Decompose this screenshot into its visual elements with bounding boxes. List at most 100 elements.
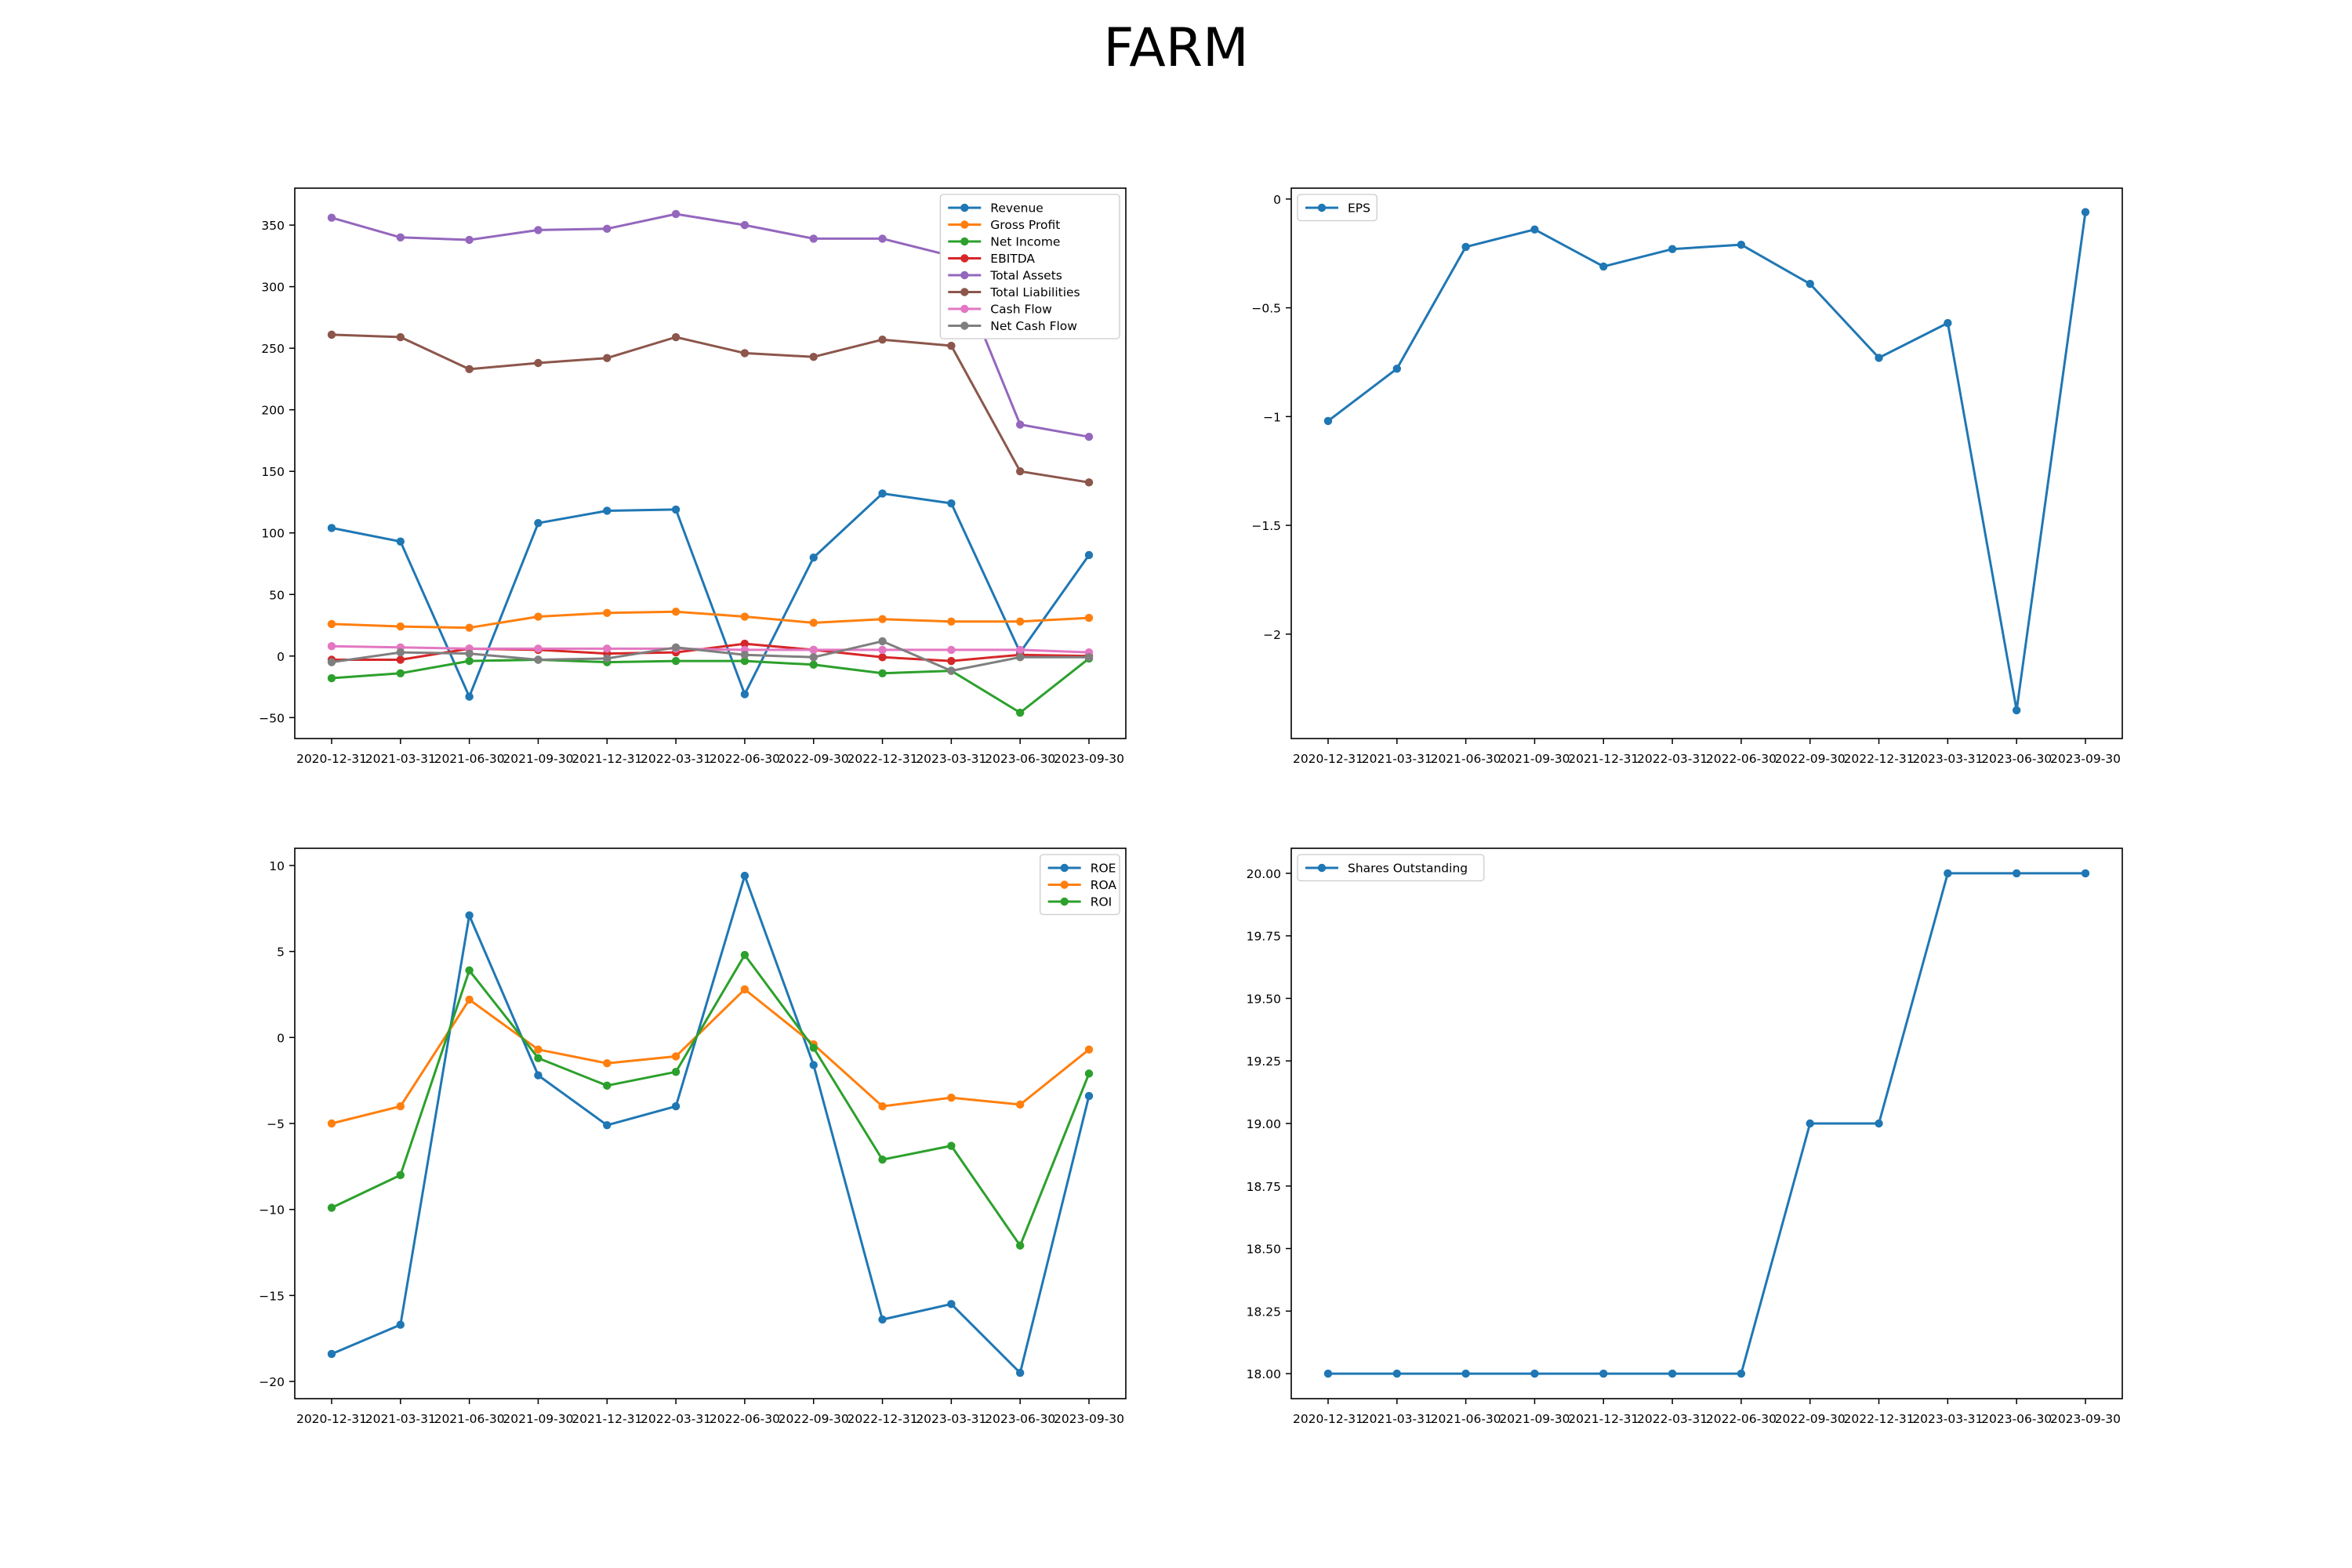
data-point bbox=[465, 692, 474, 701]
legend: Shares Outstanding bbox=[1297, 854, 1485, 882]
plot-frame bbox=[294, 848, 1127, 1399]
data-point bbox=[878, 489, 887, 498]
y-tick-label: 18.00 bbox=[1247, 1367, 1281, 1381]
y-tick-label: 300 bbox=[261, 281, 285, 295]
data-point bbox=[1806, 1119, 1814, 1128]
data-point bbox=[740, 985, 750, 994]
data-point bbox=[671, 1102, 681, 1111]
data-point bbox=[534, 1054, 543, 1062]
data-point bbox=[1084, 550, 1094, 560]
chart-panel-1: 2020-12-312021-03-312021-06-302021-09-30… bbox=[1251, 187, 2123, 766]
x-tick-label: 2022-09-30 bbox=[1775, 1412, 1846, 1426]
series-line-eps bbox=[1327, 212, 2087, 712]
x-tick-label: 2023-06-30 bbox=[985, 752, 1055, 766]
data-point bbox=[327, 213, 336, 222]
data-point bbox=[878, 1315, 887, 1324]
data-point bbox=[327, 642, 336, 651]
legend-label: EPS bbox=[1348, 201, 1370, 216]
legend-label: ROE bbox=[1091, 862, 1116, 876]
data-point bbox=[534, 358, 543, 368]
data-point bbox=[327, 524, 336, 532]
data-point bbox=[809, 553, 818, 562]
data-point bbox=[740, 639, 750, 648]
x-tick-label: 2022-03-31 bbox=[641, 752, 711, 766]
chart-panel-3: 2020-12-312021-03-312021-06-302021-09-30… bbox=[1247, 848, 2123, 1426]
data-point bbox=[878, 335, 887, 344]
data-point bbox=[534, 226, 543, 234]
x-tick-label: 2022-09-30 bbox=[779, 752, 849, 766]
legend-marker bbox=[960, 321, 969, 330]
data-point bbox=[1015, 1241, 1025, 1250]
y-tick-label: 250 bbox=[261, 342, 285, 356]
legend-box bbox=[1297, 854, 1485, 882]
data-point bbox=[1530, 225, 1539, 234]
data-point bbox=[947, 1142, 956, 1150]
page-title: FARM bbox=[1103, 17, 1249, 79]
data-point bbox=[1599, 1369, 1608, 1378]
x-tick-label: 2020-12-31 bbox=[1293, 1412, 1363, 1426]
data-point bbox=[396, 669, 405, 677]
data-point bbox=[2081, 208, 2090, 216]
x-tick-label: 2022-06-30 bbox=[710, 752, 780, 766]
x-tick-label: 2023-06-30 bbox=[1981, 752, 2052, 766]
legend-box bbox=[939, 194, 1120, 339]
data-point bbox=[603, 224, 612, 234]
legend: ROE ROA ROI bbox=[1040, 854, 1120, 916]
data-point bbox=[396, 1102, 405, 1111]
data-point bbox=[809, 645, 818, 655]
data-point bbox=[1015, 617, 1025, 626]
data-point bbox=[671, 1067, 681, 1076]
data-point bbox=[603, 506, 612, 515]
y-tick-label: 18.75 bbox=[1247, 1180, 1281, 1194]
series-line-ebitda bbox=[332, 642, 1090, 662]
legend-marker bbox=[1317, 203, 1327, 212]
x-tick-label: 2023-03-31 bbox=[916, 1412, 986, 1426]
data-point bbox=[1392, 1369, 1402, 1378]
data-point bbox=[396, 1320, 405, 1329]
data-point bbox=[809, 234, 818, 243]
y-tick-label: 0 bbox=[1273, 193, 1281, 207]
data-point bbox=[603, 1120, 612, 1130]
data-point bbox=[740, 349, 750, 358]
legend-marker bbox=[960, 304, 969, 314]
data-point bbox=[1737, 240, 1746, 249]
x-tick-label: 2021-06-30 bbox=[434, 1412, 505, 1426]
data-point bbox=[740, 612, 750, 621]
legend-label: Gross Profit bbox=[990, 218, 1060, 232]
x-tick-label: 2021-06-30 bbox=[1431, 752, 1501, 766]
legend-marker bbox=[960, 237, 969, 246]
data-point bbox=[947, 341, 956, 350]
data-point bbox=[1875, 1119, 1883, 1128]
legend-marker bbox=[1060, 897, 1069, 906]
y-tick-label: 50 bbox=[269, 588, 285, 602]
y-tick-label: 20.00 bbox=[1247, 867, 1281, 881]
data-point bbox=[878, 1155, 887, 1164]
x-tick-label: 2021-03-31 bbox=[1362, 1412, 1432, 1426]
x-tick-label: 2022-12-31 bbox=[847, 752, 917, 766]
y-tick-label: −1 bbox=[1263, 410, 1281, 424]
data-point bbox=[671, 643, 681, 652]
data-point bbox=[1668, 245, 1677, 253]
data-point bbox=[396, 655, 405, 664]
x-tick-label: 2022-09-30 bbox=[1775, 752, 1846, 766]
series-line-shares-outstanding bbox=[1328, 872, 2085, 1375]
data-point bbox=[534, 644, 543, 653]
data-point bbox=[947, 617, 956, 626]
y-tick-label: 18.25 bbox=[1247, 1305, 1281, 1319]
data-point bbox=[878, 653, 887, 662]
legend-label: Total Liabilities bbox=[989, 285, 1080, 299]
data-point bbox=[740, 690, 750, 699]
legend-marker bbox=[960, 220, 969, 229]
y-tick-label: −0.5 bbox=[1251, 302, 1281, 316]
x-tick-label: 2022-06-30 bbox=[1706, 752, 1777, 766]
data-point bbox=[534, 518, 543, 528]
x-tick-label: 2020-12-31 bbox=[1293, 752, 1363, 766]
data-point bbox=[603, 654, 612, 663]
data-point bbox=[396, 648, 405, 657]
x-tick-label: 2021-09-30 bbox=[503, 752, 573, 766]
data-point bbox=[1461, 242, 1470, 252]
x-tick-label: 2021-12-31 bbox=[572, 1412, 642, 1426]
data-point bbox=[327, 619, 336, 629]
data-point bbox=[740, 651, 750, 659]
